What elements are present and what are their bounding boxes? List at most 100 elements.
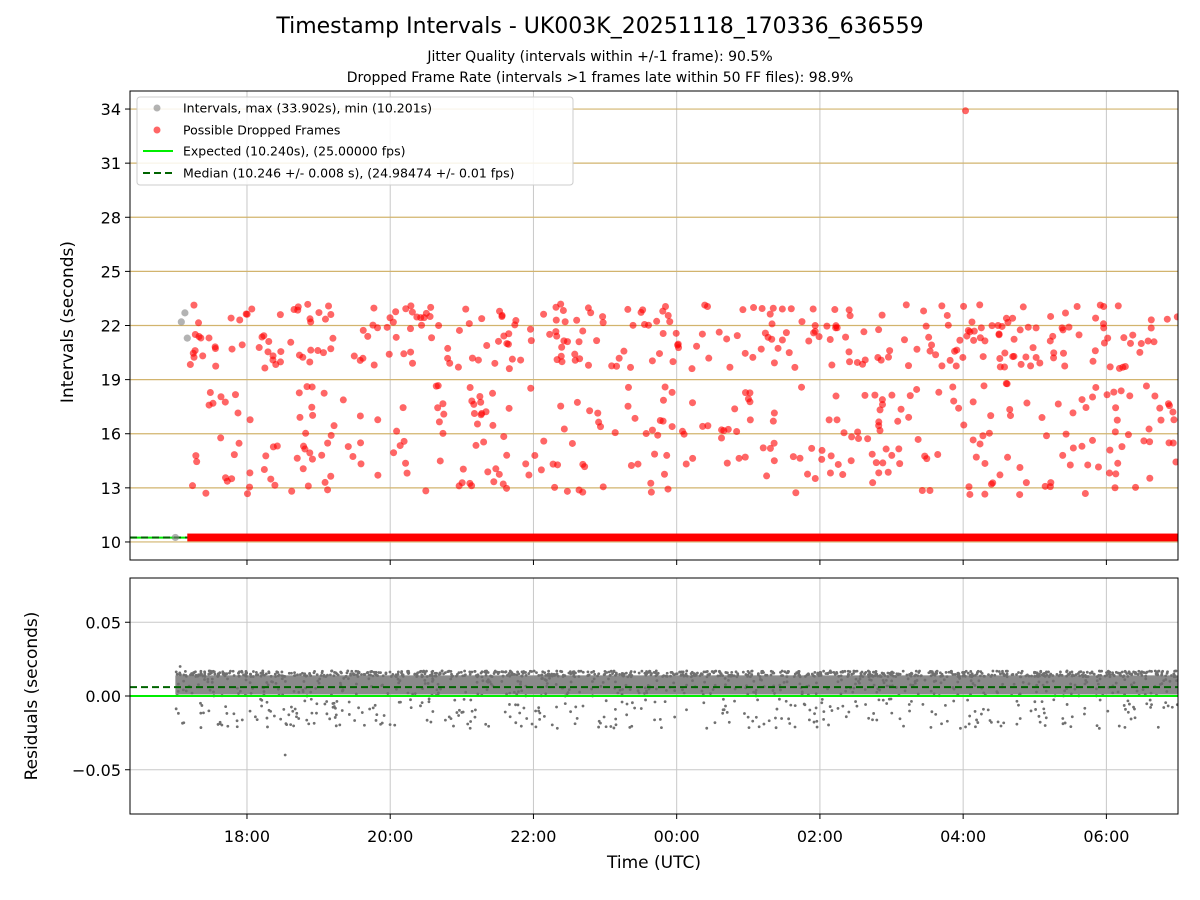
residual-point — [1148, 698, 1152, 702]
residual-point — [237, 674, 241, 678]
residual-point — [815, 725, 819, 729]
dropped-frame-point — [288, 487, 296, 495]
dropped-frame-point — [1163, 315, 1171, 323]
residual-point — [673, 689, 677, 693]
residual-point — [577, 669, 581, 673]
dropped-frame-point — [197, 334, 205, 342]
dropped-frame-point — [1047, 312, 1055, 320]
dropped-frame-point — [559, 306, 567, 314]
residual-point — [289, 723, 293, 727]
residual-point — [271, 680, 274, 684]
residual-point — [854, 700, 857, 703]
residual-point — [1083, 706, 1087, 710]
dropped-frame-point — [295, 389, 303, 397]
dropped-frame-point — [869, 479, 877, 487]
residual-point — [206, 680, 210, 684]
dropped-frame-point — [808, 444, 816, 452]
residual-point — [785, 671, 789, 675]
dropped-frame-point — [370, 361, 378, 369]
dropped-frame-point — [243, 490, 251, 498]
residual-point — [782, 680, 786, 684]
residual-point — [332, 674, 336, 678]
top-legend: Intervals, max (33.902s), min (10.201s) P… — [136, 96, 574, 186]
dropped-frame-point — [400, 350, 408, 358]
residual-point — [315, 711, 318, 715]
residual-point — [537, 706, 541, 710]
dropped-frame-point — [597, 423, 605, 431]
residual-point — [725, 710, 729, 714]
dropped-frame-point — [1089, 357, 1097, 365]
residual-point — [614, 680, 617, 684]
dropped-frame-point — [327, 472, 335, 480]
residual-point — [944, 670, 948, 674]
dropped-frame-point — [575, 338, 583, 346]
residual-point — [282, 707, 286, 711]
residual-point — [722, 708, 726, 712]
residual-point — [923, 678, 927, 682]
residual-point — [462, 698, 466, 701]
residual-point — [223, 672, 227, 675]
dropped-frame-point — [785, 349, 793, 357]
dropped-frame-point — [231, 391, 239, 399]
dropped-frame-point — [894, 417, 902, 425]
dropped-frame-point — [349, 453, 357, 461]
residual-point — [1001, 682, 1005, 686]
dropped-frame-point — [868, 450, 876, 458]
residual-point — [1165, 690, 1169, 693]
residual-point — [569, 710, 572, 714]
residual-point — [333, 716, 337, 719]
dropped-frame-point — [996, 471, 1004, 479]
dropped-frame-point — [472, 441, 480, 449]
residual-point — [1156, 673, 1159, 677]
residual-point — [237, 670, 241, 674]
dropped-frame-point — [1069, 444, 1077, 452]
residual-point — [835, 670, 838, 674]
dropped-frame-point — [359, 326, 367, 334]
dropped-frame-point — [979, 353, 987, 361]
residual-point — [852, 672, 855, 675]
dropped-frame-point — [884, 468, 892, 476]
residual-point — [1098, 698, 1102, 702]
residual-point — [939, 681, 943, 685]
residual-point — [534, 709, 537, 713]
residual-point — [485, 688, 489, 692]
residual-point — [301, 690, 305, 694]
residual-point — [355, 673, 359, 677]
residual-point — [1044, 689, 1048, 693]
residual-point — [425, 669, 428, 673]
residual-point — [203, 678, 206, 681]
residual-point — [919, 674, 923, 678]
residual-point — [1033, 700, 1037, 704]
residual-point — [534, 725, 538, 729]
dropped-frame-point — [301, 445, 309, 453]
residual-point — [574, 671, 577, 675]
residual-point — [303, 699, 307, 703]
residual-point — [538, 711, 542, 715]
dropped-frame-point — [217, 434, 225, 442]
residual-point — [1059, 670, 1062, 674]
residual-point — [854, 669, 858, 673]
dropped-frame-point — [327, 310, 335, 318]
residual-point — [871, 718, 874, 722]
dropped-frame-point — [1058, 324, 1066, 332]
residual-point — [911, 683, 915, 687]
residual-point — [283, 674, 287, 678]
residual-point — [309, 697, 313, 701]
dropped-frame-point — [385, 350, 393, 358]
residual-point — [690, 670, 694, 674]
residual-point — [242, 673, 245, 677]
dropped-frame-point — [212, 362, 220, 370]
residual-point — [886, 675, 890, 678]
residual-point — [532, 669, 536, 673]
dropped-frame-point — [769, 304, 777, 312]
residual-point — [199, 711, 203, 715]
residual-point — [524, 673, 528, 677]
dropped-frame-point — [875, 469, 883, 477]
residual-point — [464, 690, 468, 694]
dropped-frame-point — [324, 439, 332, 447]
residual-point — [952, 699, 956, 703]
residual-point — [752, 679, 756, 683]
residual-point — [890, 679, 894, 683]
residual-point — [818, 673, 822, 677]
residual-point — [397, 681, 401, 685]
